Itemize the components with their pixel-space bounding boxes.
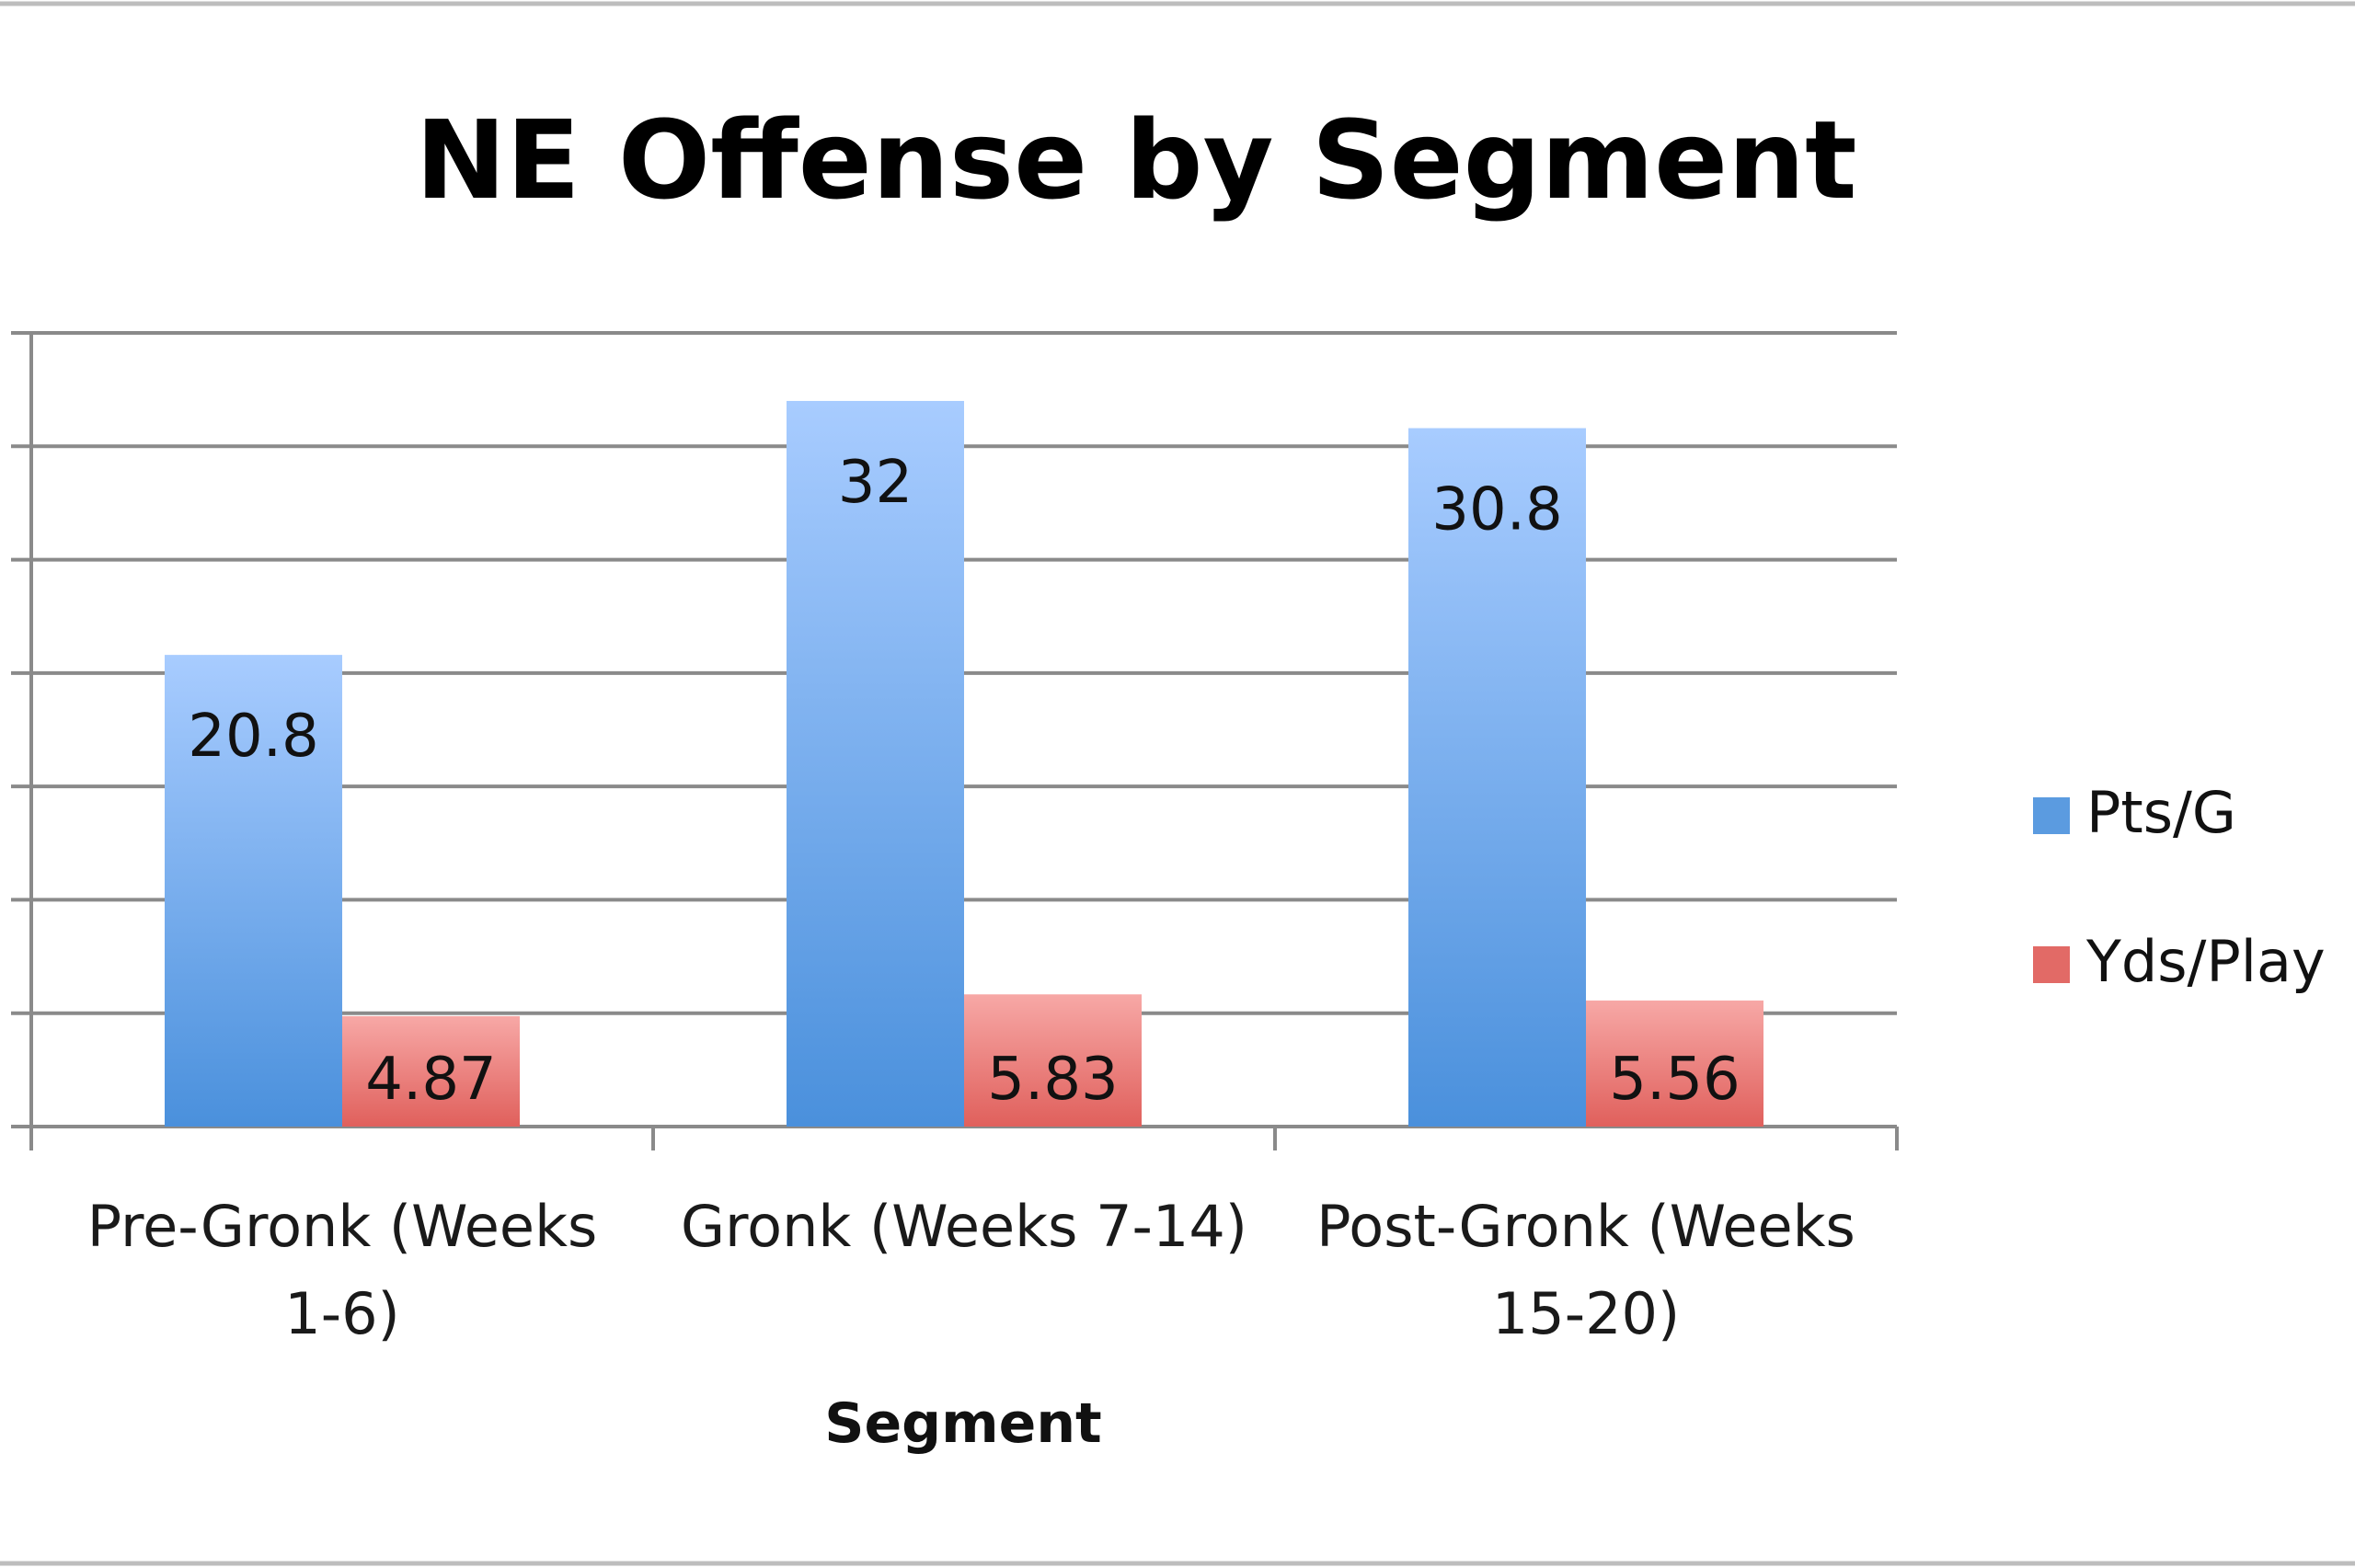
x-tick-label-line: 15-20): [1492, 1280, 1680, 1347]
data-label: 5.83: [987, 1046, 1119, 1114]
x-tick-label: Pre-Gronk (Weeks 1-6): [87, 1193, 598, 1347]
x-tick-label-line: 1-6): [284, 1280, 399, 1347]
bars: [165, 400, 1763, 1127]
bar-pts-g-1: [787, 400, 964, 1127]
legend: Pts/G Yds/Play: [2033, 779, 2326, 995]
legend-swatch-yds-play: [2033, 946, 2070, 983]
data-labels: 20.8 4.87 32 5.83 30.8 5.56: [188, 449, 1740, 1114]
x-tick-label-line: Post-Gronk (Weeks: [1316, 1193, 1855, 1260]
chart-title: NE Offense by Segment: [415, 97, 1856, 223]
legend-label: Pts/G: [2086, 779, 2236, 846]
bar-yds-play-1: [964, 994, 1142, 1127]
data-label: 32: [838, 449, 913, 517]
data-label: 30.8: [1431, 476, 1563, 544]
legend-swatch-pts-g: [2033, 797, 2070, 834]
x-axis-title: Segment: [824, 1391, 1101, 1456]
x-tick-labels: Pre-Gronk (Weeks 1-6) Gronk (Weeks 7-14) Po…: [87, 1193, 1855, 1347]
x-tick-label-line: Gronk (Weeks 7-14): [681, 1193, 1247, 1260]
data-label: 5.56: [1609, 1046, 1740, 1114]
data-label: 4.87: [365, 1046, 497, 1114]
x-tick-label: Gronk (Weeks 7-14): [681, 1193, 1247, 1260]
legend-label: Yds/Play: [2085, 928, 2326, 995]
bar-yds-play-0: [342, 1015, 520, 1127]
bar-pts-g-0: [165, 655, 342, 1127]
data-label: 20.8: [188, 703, 319, 771]
bar-yds-play-2: [1586, 1000, 1763, 1127]
bar-pts-g-2: [1408, 428, 1586, 1127]
x-tick-label: Post-Gronk (Weeks 15-20): [1316, 1193, 1855, 1347]
x-tick-label-line: Pre-Gronk (Weeks: [87, 1193, 598, 1260]
